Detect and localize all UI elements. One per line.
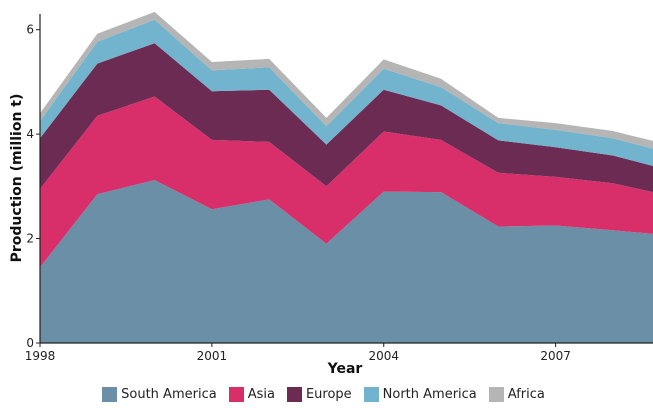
area-series-north-america [40, 19, 653, 167]
legend-item: North America [363, 387, 477, 402]
area-series-europe [40, 43, 653, 193]
legend-label: South America [121, 387, 217, 402]
legend-label: North America [382, 387, 477, 402]
area-series-africa [40, 11, 653, 149]
legend-label: Europe [305, 387, 352, 402]
legend-label: Africa [507, 387, 545, 402]
legend-swatch [488, 387, 504, 402]
x-axis-ticks: 1998 2001 2004 2007 [25, 343, 571, 363]
x-axis-title: Year [327, 361, 363, 377]
legend-item: Europe [286, 387, 352, 402]
stacked-areas [40, 11, 653, 343]
y-tick-label: 4 [26, 127, 34, 141]
legend-label: Asia [247, 387, 275, 402]
y-tick-label: 2 [26, 232, 34, 246]
chart-legend: South America Asia Europe North America Afri… [0, 387, 653, 402]
legend-swatch [102, 387, 118, 402]
legend-item: Asia [228, 387, 275, 402]
y-tick-label: 6 [26, 23, 34, 37]
legend-swatch [228, 387, 244, 402]
x-tick-label: 2004 [368, 349, 399, 363]
area-series-asia [40, 96, 653, 268]
x-tick-label: 2001 [197, 349, 228, 363]
y-tick-label: 0 [26, 336, 34, 350]
legend-item: Africa [488, 387, 545, 402]
legend-swatch [286, 387, 302, 402]
x-tick-label: 1998 [25, 349, 56, 363]
area-series-south-america [40, 180, 653, 343]
x-tick-label: 2007 [540, 349, 571, 363]
legend-item: South America [102, 387, 217, 402]
legend-swatch [363, 387, 379, 402]
y-axis-title: Production (million t) [9, 94, 25, 263]
y-axis-ticks: 0 2 4 6 [26, 23, 40, 350]
